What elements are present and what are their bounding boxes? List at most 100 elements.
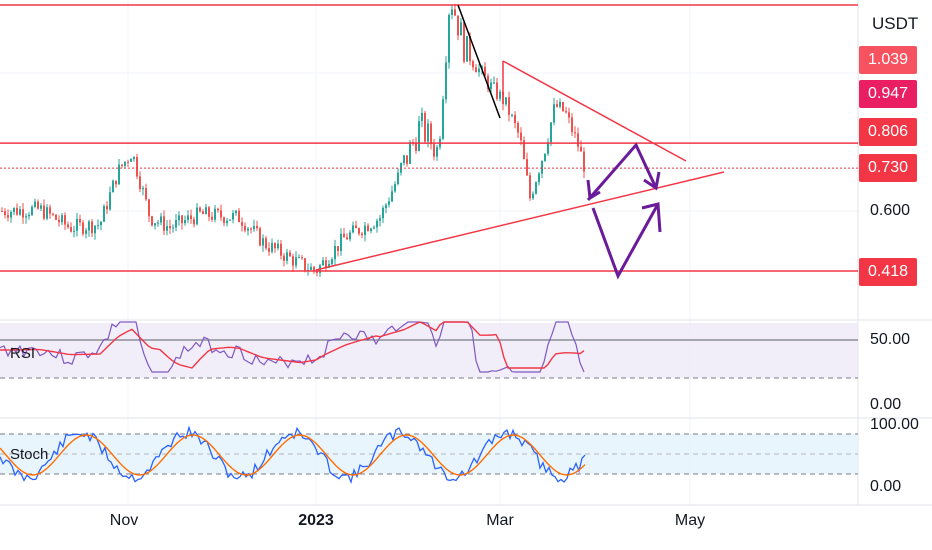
candle-body-120 xyxy=(361,233,363,236)
candle-body-77 xyxy=(232,213,234,220)
candle-body-178 xyxy=(535,182,537,194)
candle-body-81 xyxy=(244,225,246,231)
candle-body-113 xyxy=(340,233,342,251)
candle-body-141 xyxy=(424,112,426,142)
price-tick-0600: 0.600 xyxy=(870,202,911,219)
candle-body-2 xyxy=(7,215,9,218)
candle-body-166 xyxy=(499,91,501,99)
candle-body-95 xyxy=(286,252,288,261)
candle-body-101 xyxy=(304,258,306,271)
projection-arrow-start-tick xyxy=(586,179,601,201)
candle-body-7 xyxy=(22,209,24,218)
candle-body-0 xyxy=(1,211,3,212)
candle-body-162 xyxy=(487,75,489,89)
candle-body-98 xyxy=(295,257,297,266)
candle-body-105 xyxy=(316,270,318,273)
candle-body-117 xyxy=(352,225,354,233)
candle-body-107 xyxy=(322,260,324,266)
candle-body-190 xyxy=(571,117,573,133)
candle-body-179 xyxy=(538,173,540,183)
candle-body-150 xyxy=(451,9,453,15)
candles-layer xyxy=(1,3,585,277)
candle-body-138 xyxy=(415,142,417,151)
candle-body-192 xyxy=(577,133,579,147)
candle-body-177 xyxy=(532,193,534,199)
candle-body-147 xyxy=(442,99,444,139)
price-tag-0947: 0.947 xyxy=(859,80,917,108)
candle-body-24 xyxy=(73,230,75,232)
candle-body-126 xyxy=(379,218,381,221)
candle-body-79 xyxy=(238,210,240,223)
candle-body-55 xyxy=(166,226,168,231)
time-label-mar: Mar xyxy=(486,512,514,529)
candle-body-122 xyxy=(367,225,369,232)
candle-body-27 xyxy=(82,222,84,234)
candle-body-6 xyxy=(19,209,21,215)
candle-body-194 xyxy=(583,151,585,172)
candle-body-15 xyxy=(46,207,48,219)
candle-body-151 xyxy=(454,9,456,16)
candle-body-67 xyxy=(202,211,204,215)
black-trendline xyxy=(457,4,501,119)
candle-body-53 xyxy=(160,216,162,223)
candle-body-135 xyxy=(406,155,408,164)
price-tag-1039: 1.039 xyxy=(859,46,917,74)
candle-body-35 xyxy=(106,205,108,210)
candle-body-34 xyxy=(103,205,105,222)
candle-body-14 xyxy=(43,205,45,219)
candle-body-103 xyxy=(310,266,312,270)
candle-body-175 xyxy=(526,159,528,176)
stoch-d-line xyxy=(0,434,586,476)
candle-body-156 xyxy=(469,35,471,62)
candle-body-1 xyxy=(4,211,6,216)
candle-body-19 xyxy=(58,219,60,223)
candle-body-134 xyxy=(403,155,405,163)
stoch-tick-0: 0.00 xyxy=(870,478,902,495)
candle-body-161 xyxy=(484,66,486,76)
candle-body-111 xyxy=(334,246,336,260)
candle-body-18 xyxy=(55,214,57,220)
candle-body-164 xyxy=(493,82,495,84)
candle-body-47 xyxy=(142,188,144,190)
candle-body-104 xyxy=(313,266,315,271)
candle-body-38 xyxy=(115,180,117,185)
candle-body-52 xyxy=(157,222,159,224)
currency-label: USDT xyxy=(872,14,919,33)
candle-body-45 xyxy=(136,156,138,177)
candle-body-8 xyxy=(25,216,27,218)
candle-body-97 xyxy=(292,256,294,266)
candle-body-182 xyxy=(547,142,549,154)
descending-trendline xyxy=(502,60,687,162)
candle-body-51 xyxy=(154,223,156,226)
candle-body-118 xyxy=(355,225,357,229)
candle-body-62 xyxy=(187,215,189,220)
candle-body-157 xyxy=(472,61,474,68)
candle-body-65 xyxy=(196,207,198,225)
candle-body-64 xyxy=(193,219,195,225)
candle-body-50 xyxy=(151,216,153,226)
candle-body-58 xyxy=(175,220,177,228)
candle-body-183 xyxy=(550,122,552,143)
candle-body-130 xyxy=(391,191,393,202)
candle-body-42 xyxy=(127,161,129,163)
candle-body-41 xyxy=(124,161,126,166)
candle-body-16 xyxy=(49,207,51,214)
candle-body-25 xyxy=(76,218,78,231)
candle-body-37 xyxy=(112,180,114,193)
candle-body-70 xyxy=(211,216,213,220)
candle-body-136 xyxy=(409,142,411,164)
candle-body-112 xyxy=(337,246,339,251)
candle-body-13 xyxy=(40,205,42,209)
candle-body-32 xyxy=(97,225,99,227)
candle-body-66 xyxy=(199,207,201,212)
candle-body-74 xyxy=(223,217,225,224)
candle-body-119 xyxy=(358,228,360,234)
candle-body-10 xyxy=(31,206,33,215)
candle-body-21 xyxy=(64,215,66,225)
candle-body-20 xyxy=(61,215,63,223)
candle-body-191 xyxy=(574,132,576,134)
candle-body-83 xyxy=(250,228,252,230)
candle-body-63 xyxy=(190,215,192,220)
candle-body-72 xyxy=(217,208,219,211)
